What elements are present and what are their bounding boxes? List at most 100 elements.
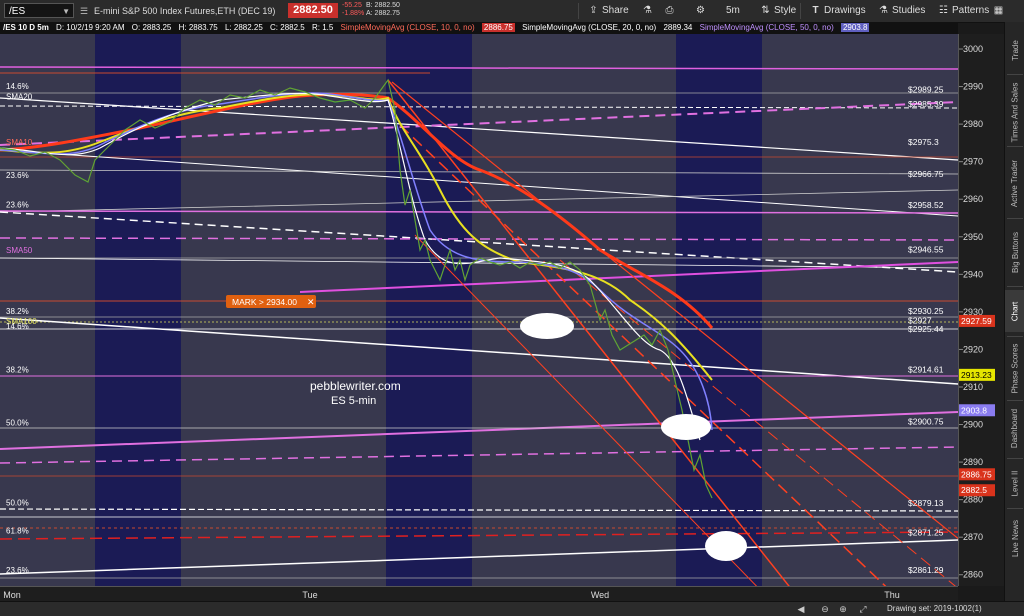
printer-icon: ⎙	[665, 5, 674, 16]
target-ellipse[interactable]	[705, 531, 747, 561]
axis-flag-text: 2886.75	[961, 469, 992, 479]
sma10-white-line	[0, 92, 701, 441]
axis-flag-bg	[959, 404, 995, 417]
panel-tab-chart[interactable]: Chart	[1005, 290, 1024, 332]
price-level-label: $2871.25	[908, 527, 944, 537]
fib-label: 50.0%	[6, 418, 29, 427]
panel-tab-label: Dashboard	[1010, 408, 1020, 448]
fib-label: SMA100	[6, 317, 37, 326]
style-button[interactable]: ⇅ Style	[756, 2, 800, 20]
level-labels: $2989.25 $2985.39 $2975.3 $2966.75 $2958.52 $…	[908, 84, 944, 575]
sma20-value: 2889.34	[663, 23, 693, 32]
grid-layout-button[interactable]: ▦	[989, 2, 1011, 20]
panel-divider	[1007, 336, 1023, 337]
bar-date: D: 10/2/19 9:20 AM	[56, 23, 125, 32]
settings-icon[interactable]: ☰	[80, 6, 89, 16]
price-level-label: $2946.55	[908, 245, 944, 255]
fit-icon[interactable]: ⤢	[859, 604, 867, 614]
sma50-blue-line	[0, 92, 713, 431]
price-level-label: $2879.13	[908, 498, 944, 508]
price-level-label: $2985.39	[908, 99, 944, 109]
zoom-out-icon[interactable]: ⊖	[821, 604, 829, 614]
print-button[interactable]: ⎙	[660, 2, 682, 20]
settings-button[interactable]: ⚙	[691, 2, 713, 20]
panel-tab-active-trader[interactable]: Active Trader	[1005, 152, 1024, 214]
panel-tab-label: Big Buttons	[1010, 231, 1020, 273]
patterns-button[interactable]: ☷ Patterns	[934, 2, 993, 20]
share-button[interactable]: ⇪ Share	[584, 2, 633, 20]
target-ellipse[interactable]	[661, 414, 711, 440]
markers: MARK > 2934.00 ✕ pebblewriter.com ES 5-m…	[226, 295, 747, 561]
red-channel-line	[387, 79, 790, 586]
y-tick-label: 2990	[963, 82, 983, 92]
bar-open: O: 2883.25	[131, 23, 172, 32]
y-tick-label: 2900	[963, 420, 983, 430]
mark-label-bg[interactable]	[226, 295, 316, 308]
daytime-band	[762, 34, 958, 586]
time-axis-ticks: Mon Tue Wed Thu	[3, 590, 900, 600]
y-tick-label: 2870	[963, 532, 983, 542]
bottom-bar: ◀ ⊖ ⊕ ⤢ Drawing set: 2019-1002(1)	[0, 601, 1024, 616]
gear-icon: ⚙	[696, 5, 705, 16]
left-labels: 14.6%SMA20SMA1023.6%23.6%SMA5038.2%SMA10…	[6, 82, 37, 575]
drawings-button[interactable]: T Drawings	[806, 2, 870, 20]
price-level-label: $2966.75	[908, 169, 944, 179]
y-tick-label: 2970	[963, 157, 983, 167]
panel-tab-label: Active Trader	[1010, 159, 1020, 207]
studies-button[interactable]: ⚗ Studies	[874, 2, 929, 20]
symbol-input[interactable]: /ES ▼	[4, 3, 74, 18]
interval-selector[interactable]: 5m	[726, 5, 740, 16]
panel-tab-big-buttons[interactable]: Big Buttons	[1005, 222, 1024, 282]
chevron-down-icon[interactable]: ▼	[62, 7, 70, 16]
panel-tab-label: Phase Scores	[1010, 343, 1020, 393]
red-dashed-line	[0, 531, 958, 540]
time-axis[interactable]: Mon Tue Wed Thu	[0, 586, 958, 602]
fib-label: 38.2%	[6, 307, 29, 316]
panel-tab-level-ii[interactable]: Level II	[1005, 462, 1024, 504]
panel-divider	[1007, 74, 1023, 75]
y-tick-label: 3000	[963, 44, 983, 54]
axis-flag-bg	[959, 468, 995, 481]
patterns-icon: ☷	[939, 5, 948, 16]
overnight-band	[676, 34, 762, 586]
close-icon[interactable]: ✕	[307, 297, 315, 307]
drawing-lines	[0, 66, 958, 586]
top-toolbar: /ES ▼ ☰ E-mini S&P 500 Index Futures,ETH…	[0, 0, 1024, 23]
fib-label: SMA50	[6, 246, 33, 255]
chart-info-bar: /ES 10 D 5m D: 10/2/19 9:20 AM O: 2883.2…	[0, 22, 958, 34]
panel-tab-times-and-sales[interactable]: Times And Sales	[1005, 82, 1024, 142]
y-tick-label: 2960	[963, 194, 983, 204]
axis-flag-text: 2927.59	[961, 316, 992, 326]
share-icon: ⇪	[589, 5, 598, 16]
fib-label: 14.6%	[6, 82, 29, 91]
y-tick-label: 2980	[963, 119, 983, 129]
flask-button[interactable]: ⚗	[638, 2, 660, 20]
white-trendline	[0, 169, 958, 175]
magenta-trendline	[0, 66, 958, 70]
panel-tab-live-news[interactable]: Live News	[1005, 512, 1024, 564]
panel-tab-trade[interactable]: Trade	[1005, 30, 1024, 70]
panel-tab-label: Level II	[1010, 470, 1020, 496]
symbol-text: /ES	[9, 6, 26, 17]
x-tick-label: Thu	[884, 590, 900, 600]
price-axis[interactable]: 2860 2870 2880 2890 2900 2910 2920 2930 2940 2950…	[958, 34, 1005, 586]
white-trendline	[0, 317, 958, 385]
panel-tab-label: Live News	[1010, 519, 1020, 557]
x-tick-label: Wed	[591, 590, 609, 600]
panel-tab-phase-scores[interactable]: Phase Scores	[1005, 340, 1024, 396]
zoom-in-icon[interactable]: ⊕	[839, 604, 847, 614]
price-level-label: $2861.29	[908, 565, 944, 575]
scroll-left-icon[interactable]: ◀	[797, 604, 805, 614]
drawing-set-label[interactable]: Drawing set: 2019-1002(1)	[887, 604, 982, 613]
drawing-tool-icon: T	[812, 5, 819, 16]
red-channel-midline	[399, 124, 887, 586]
price-axis-ticks: 2860 2870 2880 2890 2900 2910 2920 2930 2940 2950…	[959, 44, 995, 580]
fib-label: 23.6%	[6, 566, 29, 575]
chart-header: /ES 10 D 5m	[3, 23, 49, 32]
y-tick-label: 2880	[963, 495, 983, 505]
panel-tab-dashboard[interactable]: Dashboard	[1005, 402, 1024, 454]
target-ellipse[interactable]	[520, 313, 574, 339]
price-level-label: $2914.61	[908, 365, 944, 375]
panel-tab-label: Times And Sales	[1010, 82, 1020, 142]
price-chart[interactable]: MARK > 2934.00 ✕ pebblewriter.com ES 5-m…	[0, 34, 958, 586]
